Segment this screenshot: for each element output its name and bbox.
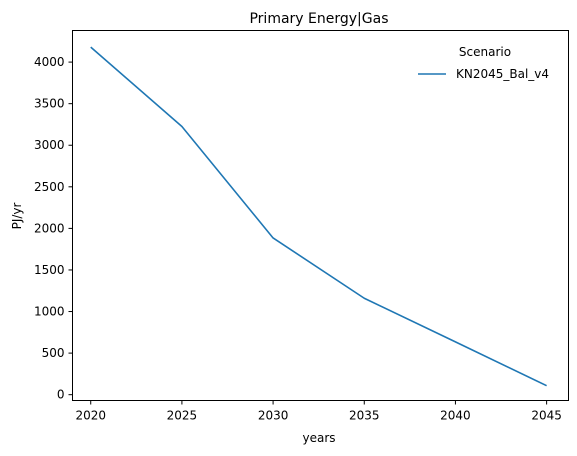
y-tick-label: 3000 [34, 138, 65, 152]
plot-frame [73, 31, 569, 401]
x-tick-label: 2020 [75, 409, 106, 423]
legend: Scenario KN2045_Bal_v4 [418, 45, 549, 81]
series-line-0 [91, 47, 547, 386]
y-tick-label: 500 [42, 346, 65, 360]
x-tick-label: 2035 [349, 409, 380, 423]
x-tick-label: 2025 [167, 409, 198, 423]
legend-entry-label: KN2045_Bal_v4 [456, 67, 549, 81]
x-tick-label: 2045 [531, 409, 562, 423]
y-axis-label: PJ/yr [10, 203, 24, 230]
y-tick-label: 0 [57, 388, 65, 402]
legend-title: Scenario [459, 45, 511, 59]
x-axis-label: years [302, 431, 335, 445]
y-tick-label: 2000 [34, 221, 65, 235]
x-axis: 2020 2025 2030 2035 2040 2045 [75, 401, 561, 423]
y-tick-label: 1000 [34, 305, 65, 319]
chart-title: Primary Energy|Gas [249, 11, 388, 27]
y-tick-label: 1500 [34, 263, 65, 277]
series-group [91, 47, 547, 386]
y-tick-label: 2500 [34, 180, 65, 194]
y-axis: 0 500 1000 1500 2000 2500 3000 3500 4000 [34, 55, 73, 402]
y-tick-label: 3500 [34, 97, 65, 111]
x-tick-label: 2030 [258, 409, 289, 423]
x-tick-label: 2040 [440, 409, 471, 423]
y-tick-label: 4000 [34, 55, 65, 69]
